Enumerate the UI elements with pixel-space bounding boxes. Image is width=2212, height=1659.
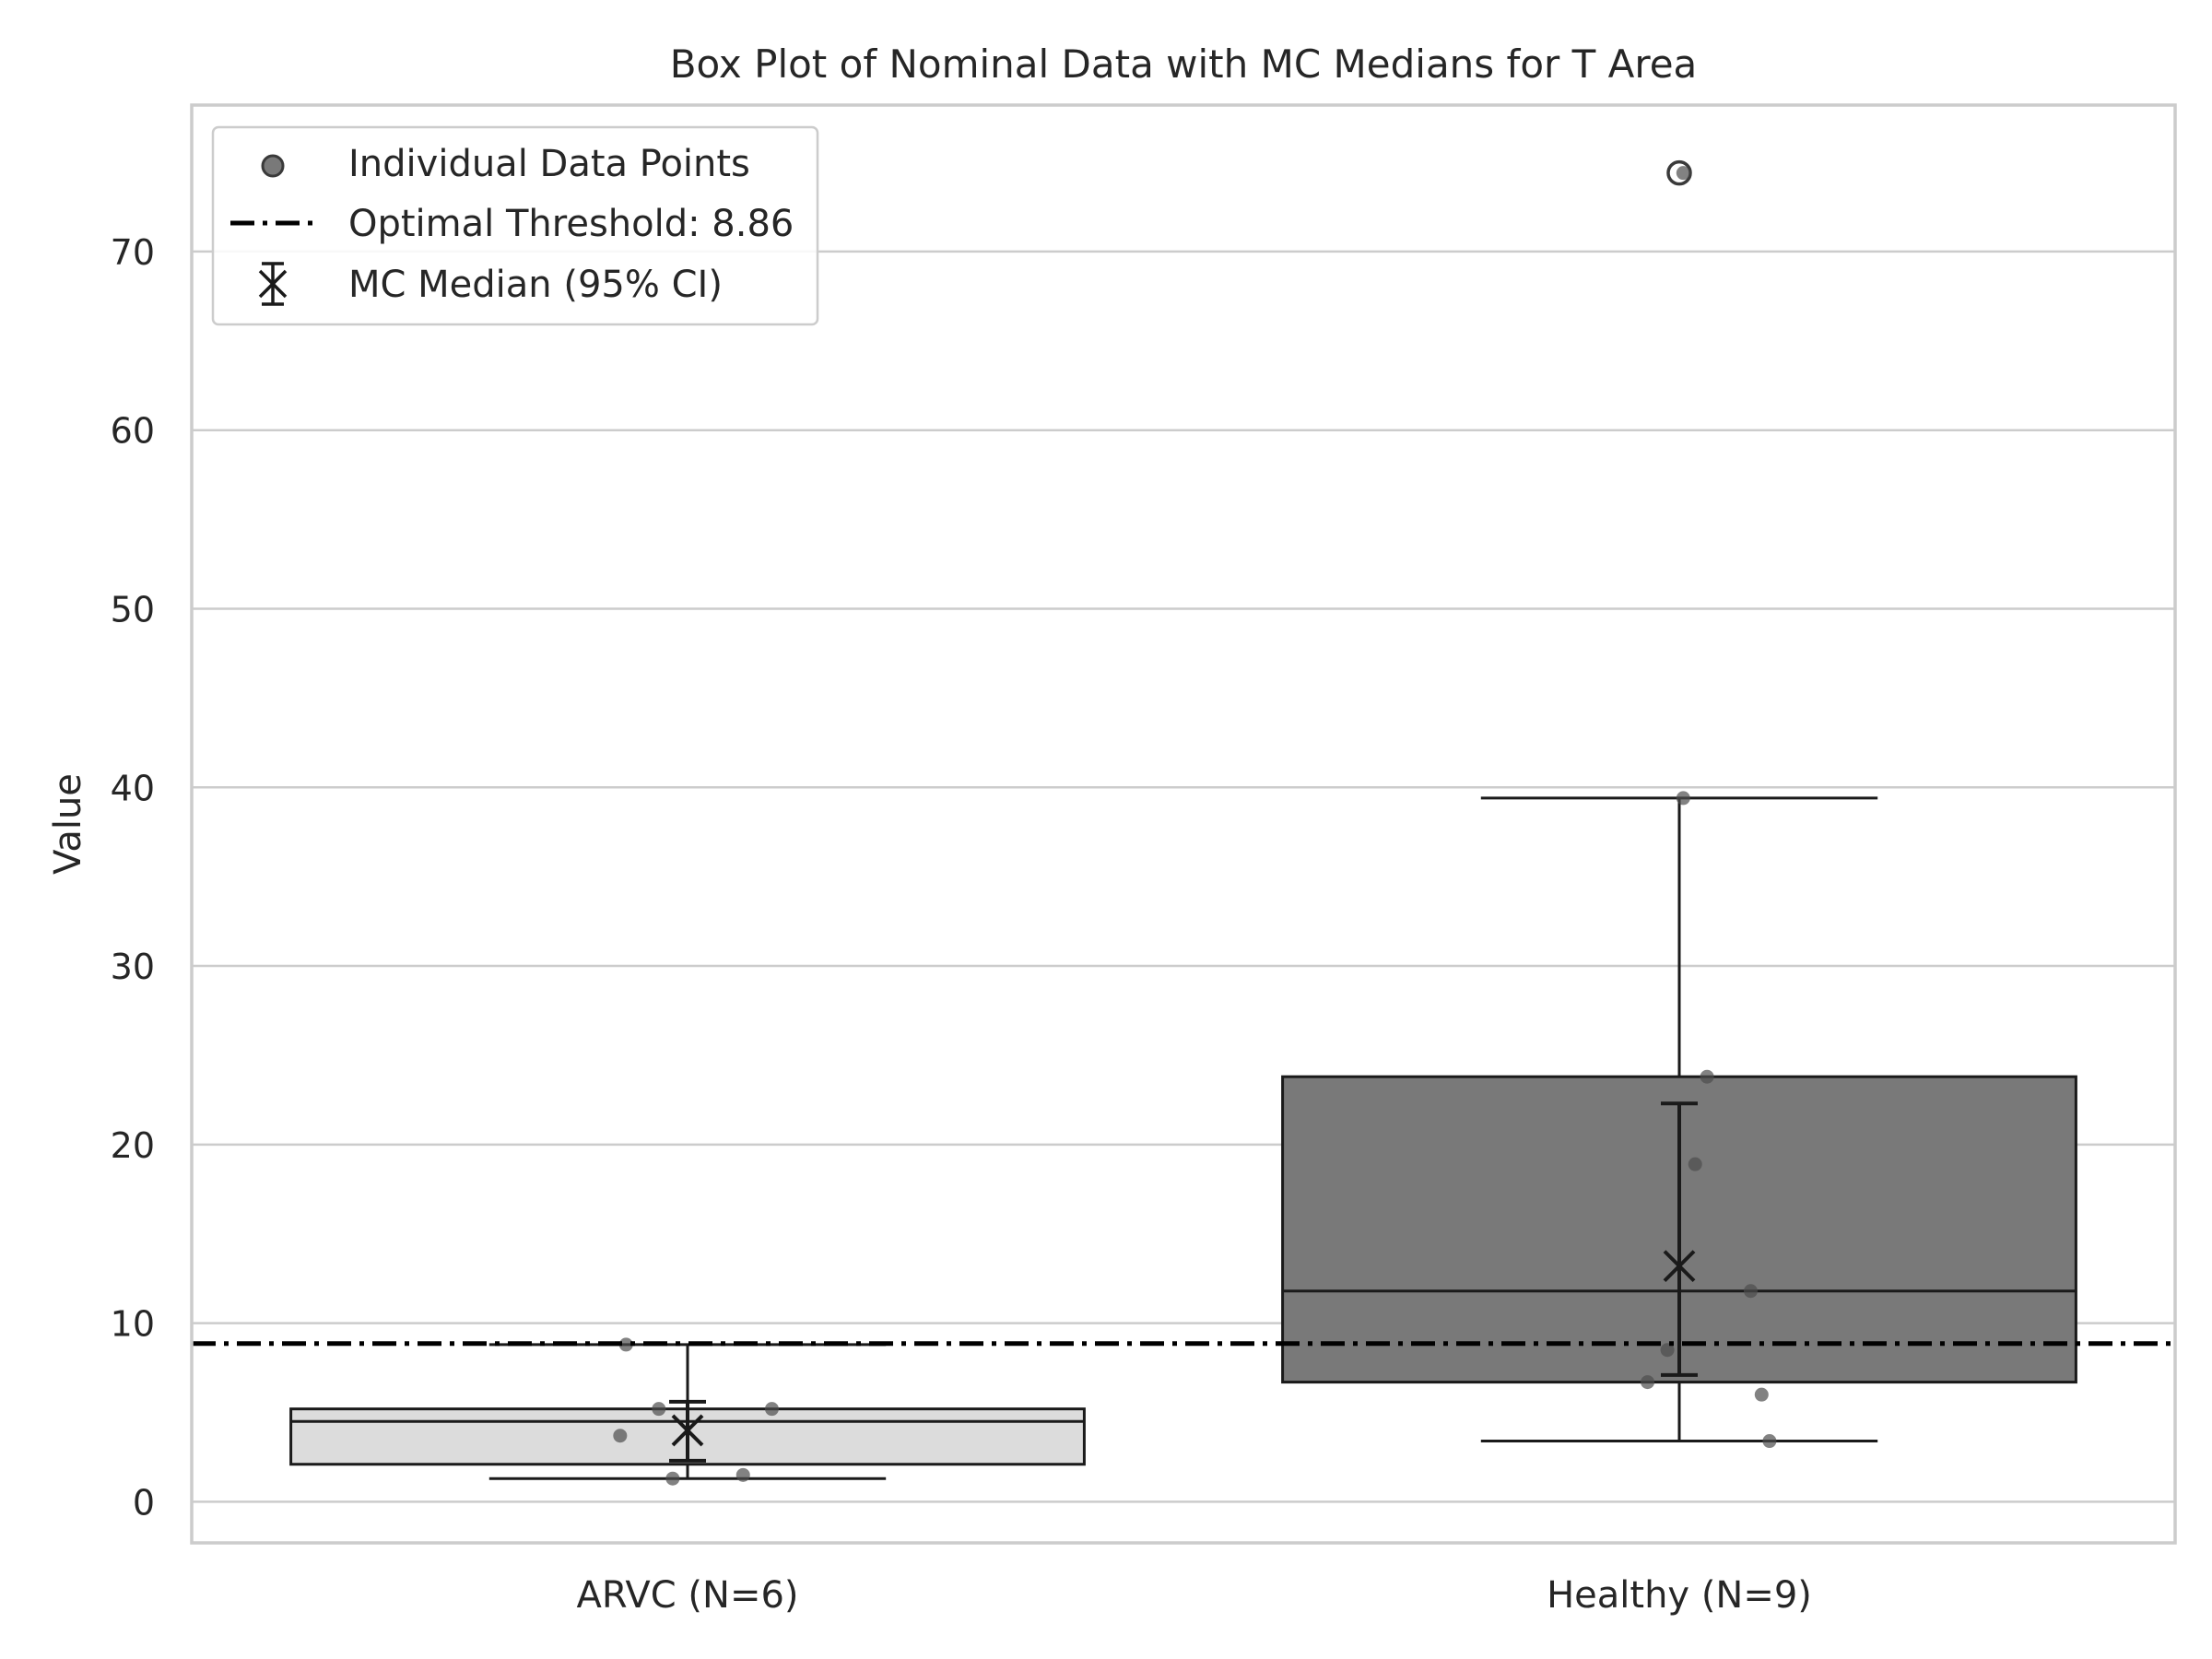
y-tick-label: 10 [111, 1304, 155, 1345]
data-point [735, 1467, 750, 1482]
x-tick-label: ARVC (N=6) [576, 1574, 798, 1617]
mc-median-x-stroke [1663, 1250, 1696, 1283]
data-point [1762, 1434, 1777, 1449]
data-point [764, 1402, 779, 1417]
mc-median-marker [669, 1399, 706, 1463]
legend-label-mc-median: MC Median (95% CI) [348, 264, 723, 306]
data-point [1688, 1157, 1702, 1171]
mc-median-marker [1661, 1101, 1698, 1377]
data-point [1641, 1375, 1655, 1390]
legend-label-threshold: Optimal Threshold: 8.86 [348, 203, 794, 245]
data-point [613, 1429, 628, 1443]
y-tick-labels: 0 10 20 30 40 50 60 70 [111, 232, 155, 1524]
mc-median-layer [669, 1101, 1698, 1463]
y-tick-label: 0 [133, 1482, 155, 1523]
y-tick-label: 40 [111, 768, 155, 808]
y-axis-label: Value [47, 773, 89, 875]
legend-mc-median-icon [258, 262, 288, 306]
outlier-marker [1666, 159, 1692, 186]
y-tick-label: 50 [111, 589, 155, 629]
y-tick-label: 60 [111, 411, 155, 452]
data-point [1660, 1343, 1675, 1358]
mc-median-x-stroke [671, 1414, 704, 1447]
data-point [1700, 1069, 1714, 1084]
data-point [618, 1337, 633, 1352]
legend-label-points: Individual Data Points [348, 143, 750, 185]
data-point [1754, 1387, 1769, 1402]
legend-frame [211, 125, 819, 326]
x-tick-labels: ARVC (N=6) Healthy (N=9) [576, 1574, 1811, 1617]
data-points-layer [613, 166, 1777, 1486]
plot-frame [190, 103, 2177, 1545]
chart-title: Box Plot of Nominal Data with MC Medians… [670, 41, 1698, 87]
legend-point-icon [261, 154, 285, 178]
data-point [652, 1402, 666, 1417]
y-tick-label: 30 [111, 947, 155, 987]
y-tick-label: 20 [111, 1125, 155, 1166]
data-point [665, 1471, 680, 1486]
data-point [1676, 166, 1690, 181]
y-tick-label: 70 [111, 232, 155, 273]
legend: Individual Data Points Optimal Threshold… [211, 125, 819, 326]
data-point [1676, 791, 1690, 806]
data-point [1743, 1284, 1758, 1299]
x-tick-label: Healthy (N=9) [1547, 1574, 1812, 1617]
